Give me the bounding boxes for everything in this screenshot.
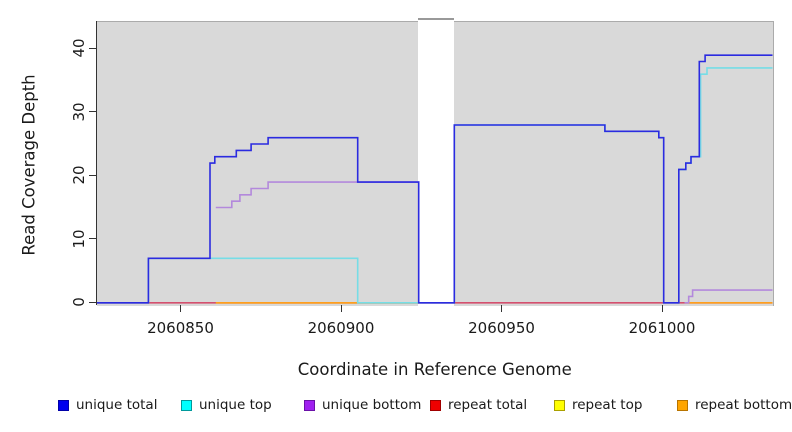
series-line-unique-top — [97, 66, 773, 304]
coverage-lines — [97, 53, 773, 304]
y-axis-tick-label: 0 — [70, 297, 88, 308]
x-axis-tick — [179, 305, 181, 312]
x-axis-tick-label: 2060900 — [307, 319, 375, 337]
legend: unique total unique top unique bottom repea… — [0, 396, 792, 420]
series-line-unique-bottom — [215, 180, 420, 303]
y-axis-tick — [88, 174, 96, 176]
y-axis-tick — [88, 111, 96, 113]
x-axis-tick-label: 2060950 — [468, 319, 535, 337]
y-axis-tick-label: 20 — [70, 165, 88, 185]
legend-swatch-icon — [181, 399, 192, 411]
y-axis-line — [95, 20, 97, 305]
legend-label: unique bottom — [322, 397, 422, 413]
y-axis-tick — [88, 47, 96, 49]
y-axis-tick-label: 10 — [70, 229, 88, 249]
x-axis-title: Coordinate in Reference Genome — [297, 360, 572, 379]
legend-item-repeat-top: repeat top — [554, 396, 642, 414]
series-line-unique-total — [97, 53, 773, 304]
legend-label: unique top — [199, 397, 272, 413]
y-axis-tick — [88, 301, 96, 303]
y-axis-title: Read Coverage Depth — [19, 74, 39, 256]
legend-item-unique-top: unique top — [181, 396, 272, 414]
y-axis-tick-label: 30 — [70, 102, 88, 122]
legend-swatch-icon — [304, 399, 315, 411]
legend-swatch-icon — [677, 399, 688, 411]
legend-label: repeat total — [448, 397, 528, 413]
legend-swatch-icon — [554, 399, 565, 411]
legend-item-unique-bottom: unique bottom — [304, 396, 421, 414]
x-axis-tick — [661, 305, 663, 312]
legend-item-repeat-bottom: repeat bottom — [677, 396, 792, 414]
x-axis-tick — [501, 305, 503, 312]
y-axis-tick-label: 40 — [70, 38, 88, 58]
legend-label: unique total — [76, 397, 158, 413]
legend-item-repeat-total: repeat total — [430, 396, 527, 414]
legend-item-unique-total: unique total — [58, 396, 157, 414]
legend-label: repeat bottom — [695, 397, 792, 413]
coverage-gap-band — [418, 18, 455, 308]
legend-swatch-icon — [58, 399, 69, 411]
x-axis-tick-label: 2060850 — [147, 319, 214, 337]
series-line-unique-bottom — [684, 288, 773, 304]
legend-label: repeat top — [572, 397, 643, 413]
legend-swatch-icon — [430, 399, 441, 411]
y-axis-tick — [88, 238, 96, 240]
x-axis-tick — [340, 305, 342, 312]
x-axis-tick-label: 2061000 — [628, 319, 696, 337]
